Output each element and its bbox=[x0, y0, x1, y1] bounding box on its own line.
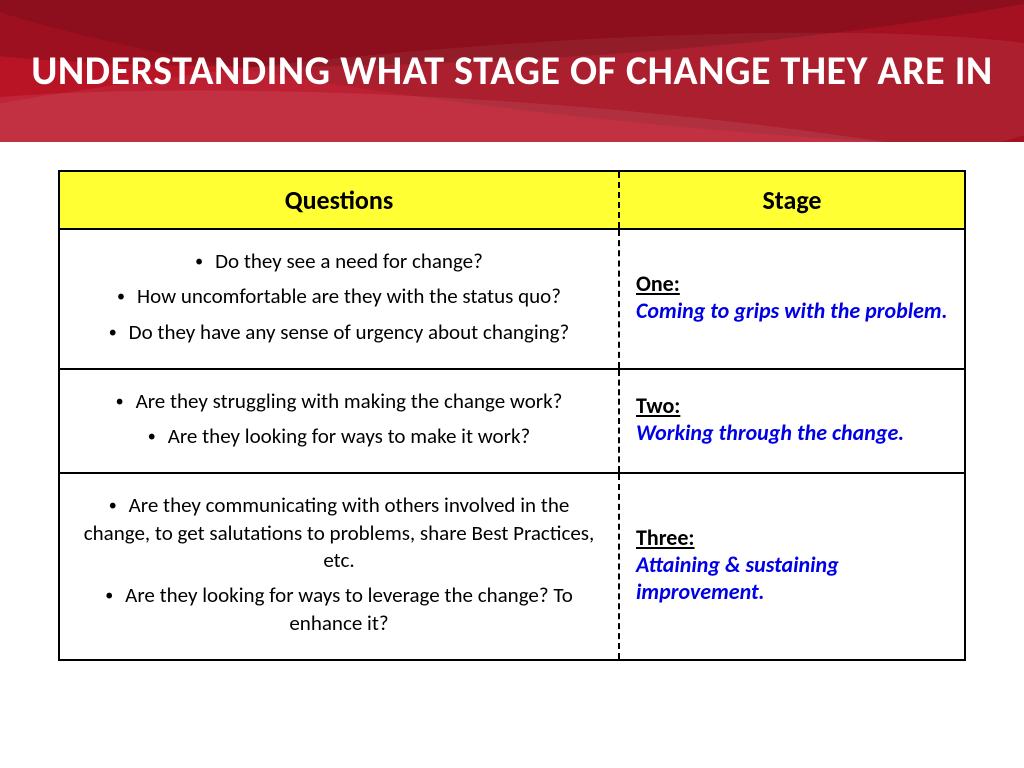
slide-header: UNDERSTANDING WHAT STAGE OF CHANGE THEY … bbox=[0, 0, 1024, 142]
stage-cell: Three: Attaining & sustaining improvemen… bbox=[619, 473, 965, 659]
questions-cell: Do they see a need for change? How uncom… bbox=[59, 229, 619, 369]
stage-cell: One: Coming to grips with the problem. bbox=[619, 229, 965, 369]
column-header-questions: Questions bbox=[59, 171, 619, 229]
stage-description: Attaining & sustaining improvement. bbox=[636, 551, 948, 606]
question-item: Are they looking for ways to leverage th… bbox=[76, 582, 602, 637]
slide-title: UNDERSTANDING WHAT STAGE OF CHANGE THEY … bbox=[31, 46, 992, 96]
column-header-stage: Stage bbox=[619, 171, 965, 229]
question-item: How uncomfortable are they with the stat… bbox=[76, 283, 602, 310]
stages-table: Questions Stage Do they see a need for c… bbox=[58, 170, 966, 661]
stage-description: Coming to grips with the problem. bbox=[636, 297, 948, 325]
table-row: Are they struggling with making the chan… bbox=[59, 369, 965, 474]
stage-label: Two: bbox=[636, 392, 948, 419]
question-item: Do they have any sense of urgency about … bbox=[76, 319, 602, 346]
question-item: Are they communicating with others invol… bbox=[76, 492, 602, 574]
stage-description: Working through the change. bbox=[636, 419, 948, 447]
question-item: Are they struggling with making the chan… bbox=[76, 388, 602, 415]
questions-cell: Are they struggling with making the chan… bbox=[59, 369, 619, 474]
slide-content: Questions Stage Do they see a need for c… bbox=[0, 142, 1024, 661]
question-item: Are they looking for ways to make it wor… bbox=[76, 423, 602, 450]
stage-label: Three: bbox=[636, 524, 948, 551]
questions-cell: Are they communicating with others invol… bbox=[59, 473, 619, 659]
table-row: Are they communicating with others invol… bbox=[59, 473, 965, 659]
table-row: Do they see a need for change? How uncom… bbox=[59, 229, 965, 369]
stage-label: One: bbox=[636, 270, 948, 297]
question-item: Do they see a need for change? bbox=[76, 248, 602, 275]
stage-cell: Two: Working through the change. bbox=[619, 369, 965, 474]
